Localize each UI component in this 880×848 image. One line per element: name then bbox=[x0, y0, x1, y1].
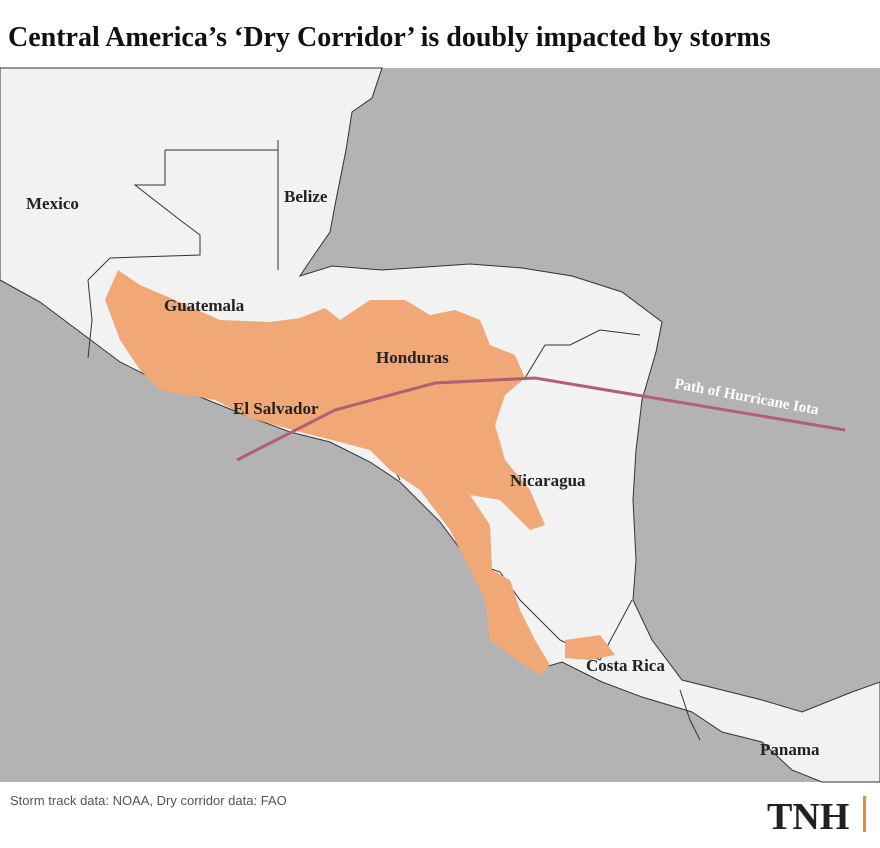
country-label: Belize bbox=[284, 187, 328, 206]
logo: TNH bbox=[767, 796, 849, 838]
country-label: Guatemala bbox=[164, 296, 245, 315]
country-label: Nicaragua bbox=[510, 471, 586, 490]
country-label: El Salvador bbox=[233, 399, 319, 418]
map: Mexico Belize Guatemala Honduras El Salv… bbox=[0, 67, 880, 783]
dry-corridor bbox=[105, 270, 615, 675]
source: Storm track data: NOAA, Dry corridor dat… bbox=[10, 793, 287, 808]
title: Central America’s ‘Dry Corridor’ is doub… bbox=[8, 22, 771, 53]
hurricane-path bbox=[236, 376, 846, 462]
logo-bar bbox=[863, 796, 866, 832]
country-label: Honduras bbox=[376, 348, 449, 367]
country-label: Panama bbox=[760, 740, 820, 759]
country-label: Mexico bbox=[26, 194, 79, 213]
country-label: Costa Rica bbox=[586, 656, 665, 675]
